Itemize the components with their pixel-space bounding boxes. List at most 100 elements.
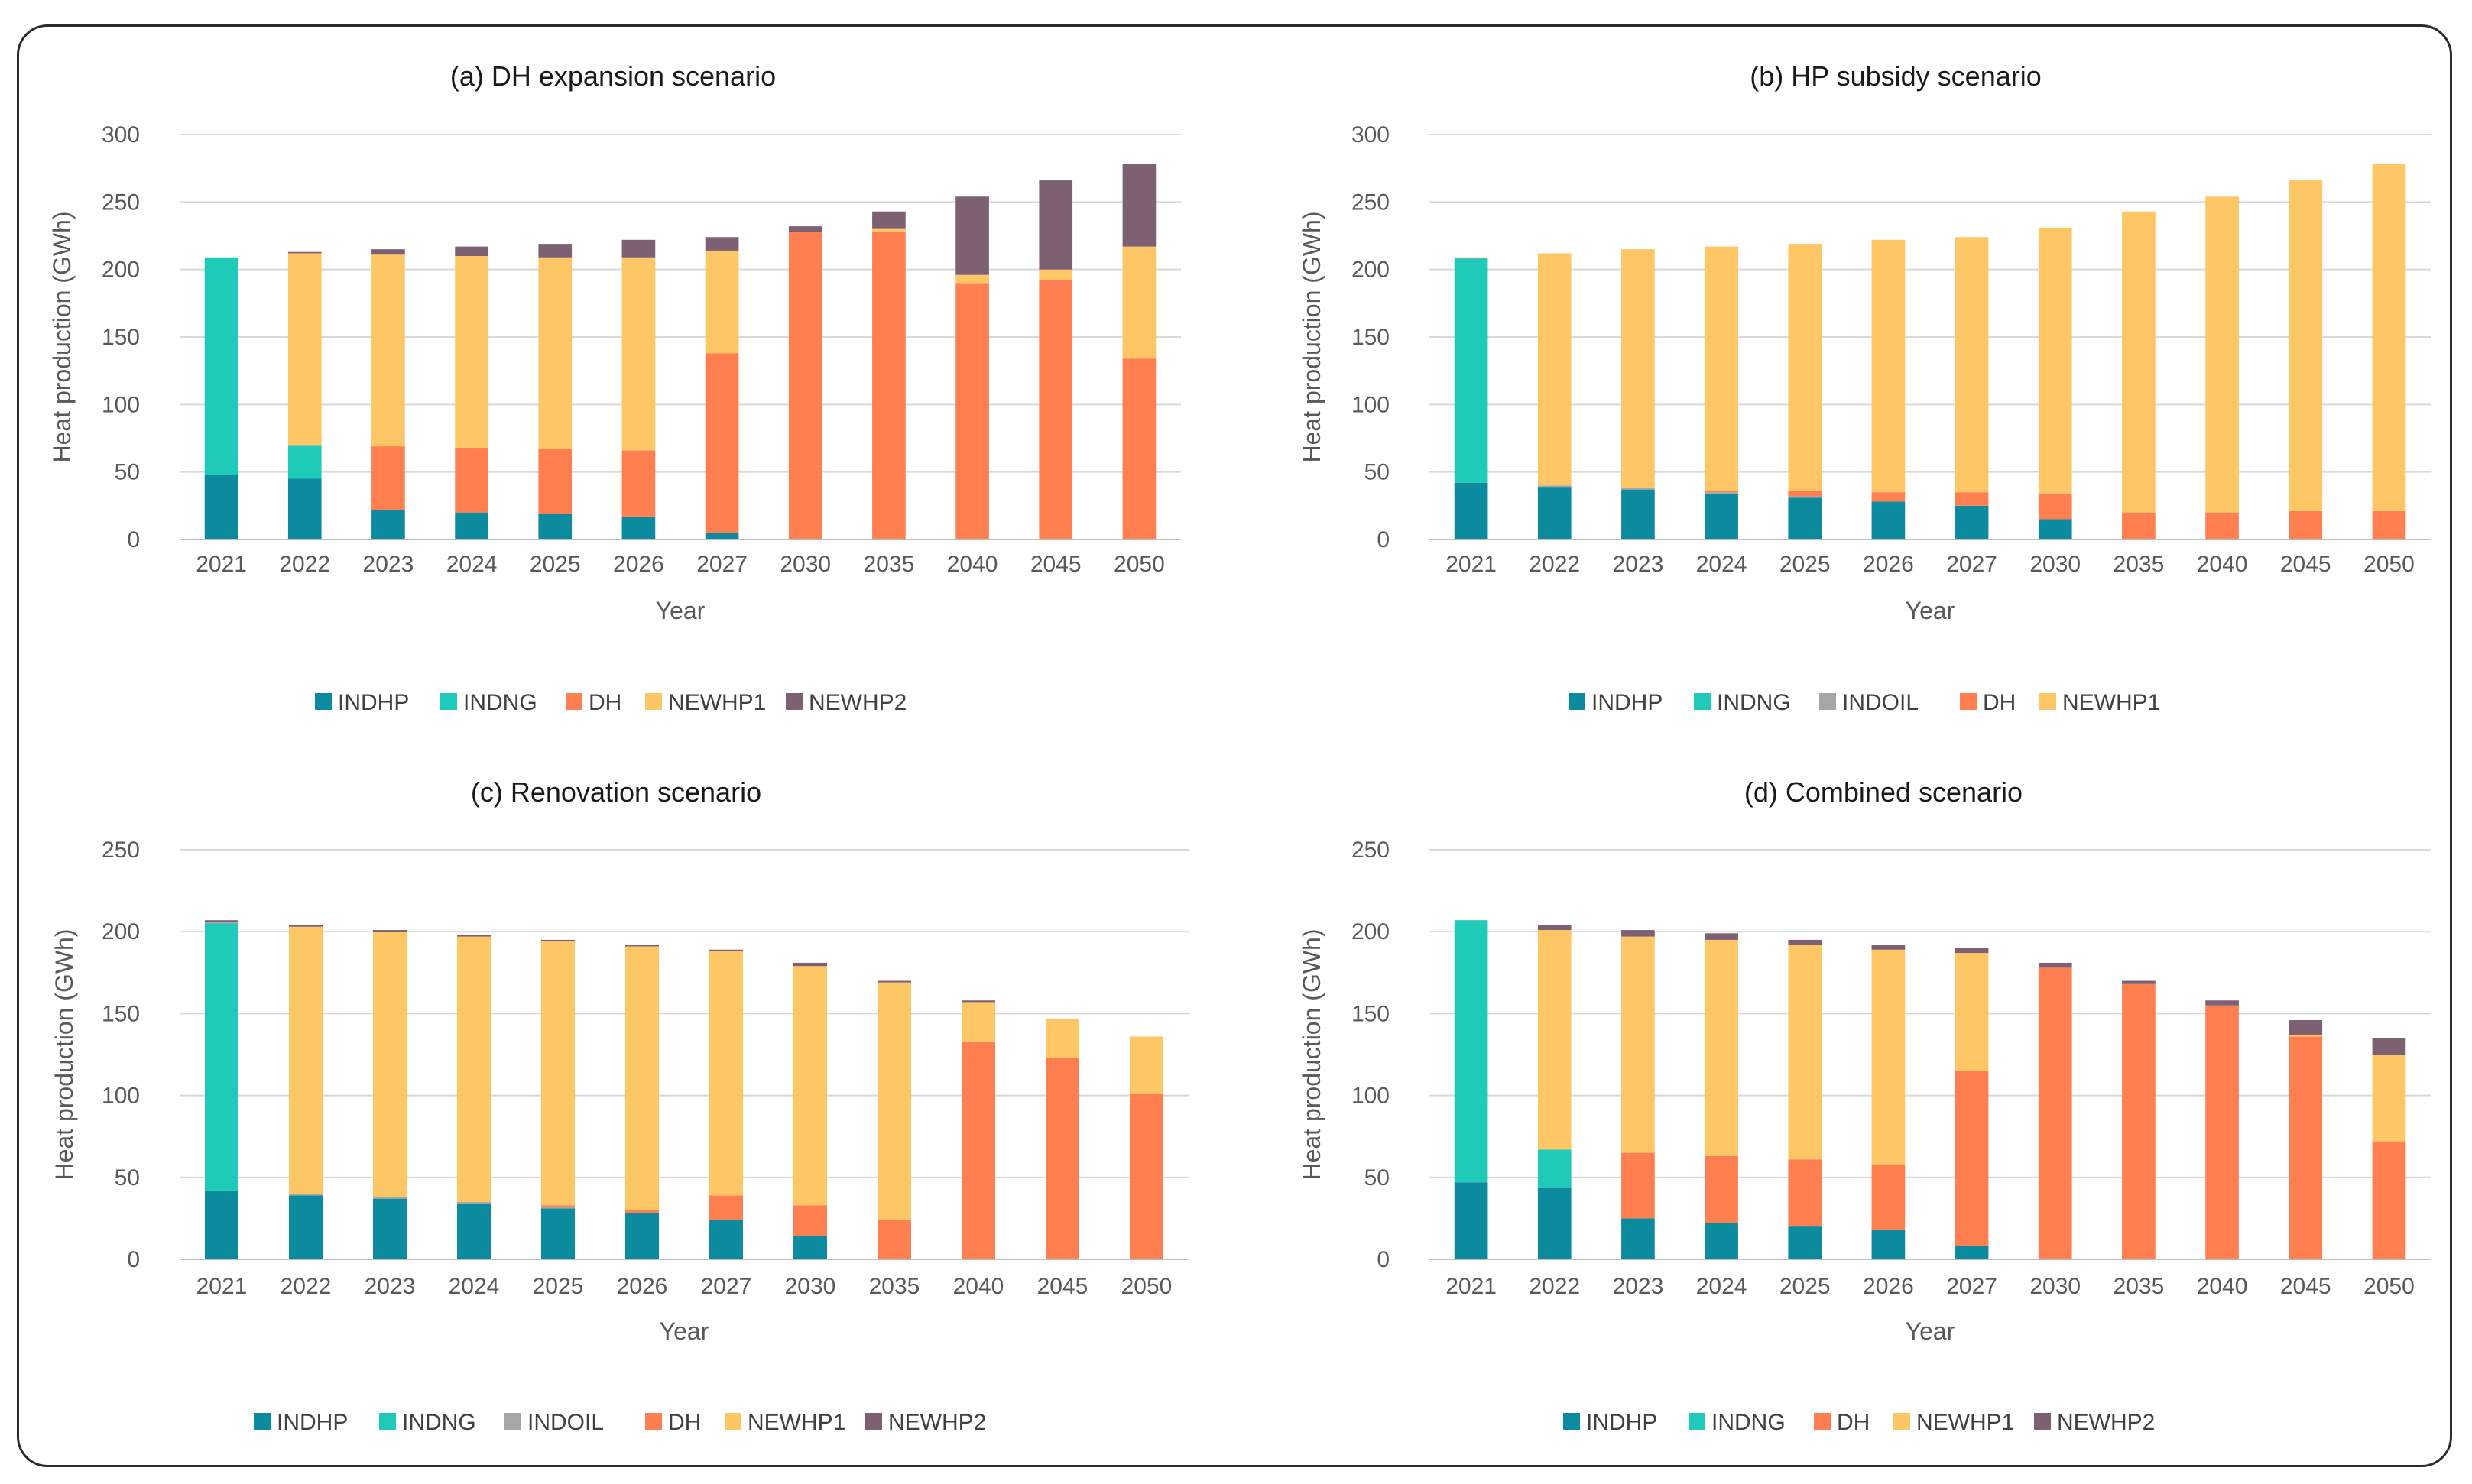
x-tick-label: 2023 (363, 552, 414, 577)
bar-indhp-2025 (541, 1208, 575, 1259)
bar-dh-2027 (709, 1195, 743, 1220)
x-axis-title: Year (1906, 597, 1955, 624)
bar-newhp2-2026 (1871, 945, 1906, 950)
bar-dh-2030 (2038, 493, 2072, 520)
x-axis-title: Year (656, 597, 706, 624)
bar-dh-2040 (955, 283, 989, 539)
bar-dh-2040 (2205, 1005, 2239, 1259)
bar-newhp1-2050 (1122, 246, 1157, 359)
legend-swatch-dh (1960, 693, 1977, 710)
bar-dh-2050 (1122, 358, 1157, 539)
legend-label-newhp2: NEWHP2 (888, 1410, 986, 1435)
y-tick-label: 0 (1377, 1247, 1390, 1272)
bar-indng-2022 (287, 445, 322, 479)
y-tick-label: 0 (1377, 527, 1390, 552)
y-tick-label: 50 (115, 460, 140, 485)
figure-frame (17, 24, 2452, 1467)
legend-swatch-indoil (1819, 693, 1836, 710)
bar-indhp-2022 (1537, 487, 1572, 539)
x-tick-label: 2021 (1445, 1274, 1497, 1299)
legend-swatch-dh (566, 693, 582, 710)
bar-dh-2026 (1871, 1164, 1906, 1230)
legend-swatch-newhp1 (725, 1413, 741, 1430)
bar-indoil-2023 (373, 1197, 407, 1199)
x-tick-label: 2050 (1114, 552, 1165, 577)
bar-newhp1-2030 (2038, 227, 2072, 494)
legend: INDHP INDNG DH NEWHP1 NEWHP2 (1563, 1410, 2155, 1435)
bar-dh-2045 (2289, 1036, 2323, 1259)
bar-indoil-2025 (541, 1207, 575, 1209)
legend-label-dh: DH (1837, 1410, 1870, 1435)
legend: INDHP INDNG DH NEWHP1 NEWHP2 (315, 690, 907, 715)
y-tick-label: 250 (1351, 838, 1390, 863)
bar-newhp2-2045 (1039, 180, 1073, 270)
bar-indhp-2027 (1955, 505, 1989, 539)
legend-label-indng: INDNG (463, 690, 537, 715)
bar-indhp-2027 (709, 1220, 743, 1259)
x-tick-label: 2021 (196, 552, 247, 577)
legend-swatch-indhp (315, 693, 332, 710)
legend-label-indoil: INDOIL (527, 1410, 604, 1435)
bar-dh-2025 (541, 1205, 575, 1207)
legend-label-newhp2: NEWHP2 (2057, 1410, 2155, 1435)
x-tick-label: 2030 (785, 1274, 836, 1299)
bar-newhp2-2027 (709, 949, 743, 951)
legend-label-indhp: INDHP (1591, 690, 1663, 715)
bar-newhp1-2022 (1537, 930, 1572, 1150)
bar-indhp-2021 (1454, 1182, 1488, 1259)
bar-indhp-2021 (205, 1190, 238, 1259)
x-tick-label: 2050 (2363, 552, 2415, 577)
legend-label-newhp1: NEWHP1 (748, 1410, 845, 1435)
bar-newhp1-2045 (2289, 1035, 2323, 1037)
bar-newhp1-2050 (2372, 164, 2406, 511)
legend-swatch-indng (1694, 693, 1711, 710)
bar-dh-2024 (1705, 1155, 1738, 1223)
bar-indhp-2022 (287, 478, 322, 539)
bar-indhp-2025 (1788, 1226, 1822, 1259)
bar-newhp2-2030 (793, 962, 827, 967)
y-axis-title: Heat production (GWh) (1298, 928, 1325, 1180)
bar-newhp1-2022 (1537, 253, 1572, 486)
y-tick-label: 150 (102, 325, 140, 350)
x-tick-label: 2023 (365, 1274, 416, 1299)
y-tick-label: 100 (102, 1084, 140, 1109)
x-tick-label: 2022 (281, 1274, 332, 1299)
y-tick-label: 200 (1351, 258, 1390, 283)
x-tick-label: 2027 (701, 1274, 752, 1299)
bar-newhp2-2025 (541, 939, 575, 942)
bar-newhp2-2025 (1788, 939, 1822, 945)
legend-swatch-newhp2 (786, 693, 803, 710)
y-tick-label: 200 (102, 919, 140, 945)
bar-indhp-2023 (1621, 1218, 1655, 1259)
chart-title: (b) HP subsidy scenario (1750, 60, 2042, 92)
bar-newhp2-2050 (1122, 164, 1157, 247)
bar-newhp1-2023 (373, 932, 407, 1197)
bar-newhp1-2022 (287, 253, 322, 446)
legend: INDHP INDNG INDOIL DH NEWHP1 NEWHP2 (254, 1410, 986, 1435)
x-tick-label: 2045 (2280, 552, 2331, 577)
bar-indoil-2021 (1454, 257, 1488, 259)
legend-swatch-newhp2 (2034, 1413, 2051, 1430)
bar-newhp1-2022 (289, 926, 323, 1194)
y-tick-label: 0 (127, 527, 140, 552)
bar-newhp2-2035 (872, 211, 906, 229)
x-tick-label: 2025 (1779, 552, 1831, 577)
bar-dh-2035 (2122, 512, 2156, 539)
bar-newhp1-2040 (2205, 196, 2239, 513)
legend-label-indng: INDNG (1711, 1410, 1786, 1435)
x-tick-label: 2025 (1779, 1274, 1831, 1299)
x-tick-label: 2035 (864, 552, 915, 577)
chart-panel-c: 0 50 100 150 200 250 2021 2022 2023 2024 2025 2026 2… (50, 776, 1189, 1435)
bar-dh-2027 (1955, 1071, 1989, 1246)
bar-dh-2024 (455, 447, 488, 513)
bar-dh-2035 (2122, 983, 2156, 1259)
y-tick-label: 300 (102, 122, 140, 147)
bar-newhp1-2035 (872, 228, 906, 232)
bar-newhp2-2045 (2289, 1019, 2323, 1035)
chart-panel-a: 0 50 100 150 200 250 300 2021 2022 2023 2024 2025 20… (48, 60, 1181, 715)
x-tick-label: 2045 (2280, 1274, 2331, 1299)
bar-newhp1-2025 (541, 941, 575, 1206)
bar-newhp1-2050 (1130, 1036, 1163, 1094)
bar-newhp1-2023 (1621, 936, 1655, 1153)
bar-newhp1-2027 (1955, 237, 1989, 493)
